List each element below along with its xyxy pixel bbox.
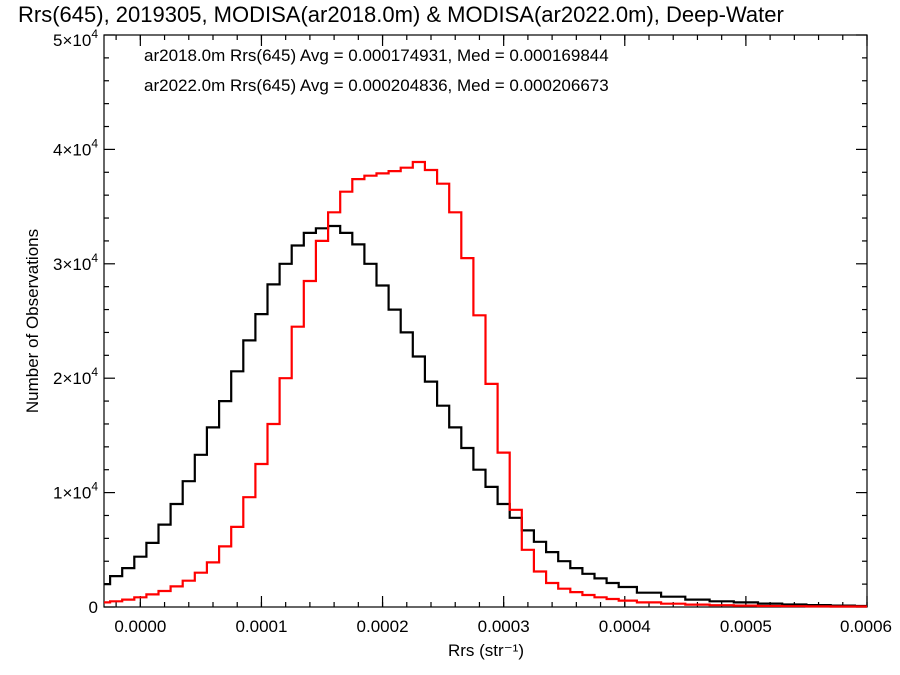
x-axis: 0.0000 0.0001 0.0002 0.0003 0.0004 0.0005 0.00… <box>114 35 892 636</box>
x-tick-label: 0.0006 <box>840 617 892 636</box>
y-tick-label: 2×104 <box>53 365 98 388</box>
x-tick-label: 0.0002 <box>357 617 409 636</box>
series-layer <box>104 160 867 608</box>
y-axis: 0 1×104 2×104 3×104 4×104 5×104 <box>53 27 867 617</box>
legend-entry-ar2018: ar2018.0m Rrs(645) Avg = 0.000174931, Me… <box>144 46 609 65</box>
x-tick-label: 0.0005 <box>720 617 772 636</box>
series-line-ar2022 <box>104 160 867 608</box>
y-tick-label: 1×104 <box>53 480 98 503</box>
plot-frame <box>103 34 868 608</box>
x-tick-label: 0.0000 <box>114 617 166 636</box>
x-tick-label: 0.0004 <box>599 617 651 636</box>
series-line-ar2018 <box>104 224 867 608</box>
chart-title: Rrs(645), 2019305, MODISA(ar2018.0m) & M… <box>18 2 784 27</box>
y-axis-label: Number of Observations <box>23 229 42 413</box>
y-tick-label: 4×104 <box>53 136 98 159</box>
legend-entry-ar2022: ar2022.0m Rrs(645) Avg = 0.000204836, Me… <box>144 76 609 95</box>
x-tick-label: 0.0001 <box>235 617 287 636</box>
y-tick-label: 3×104 <box>53 251 98 274</box>
x-tick-label: 0.0003 <box>478 617 530 636</box>
y-tick-label: 5×104 <box>53 27 98 50</box>
y-tick-label: 0 <box>89 598 98 617</box>
x-axis-label: Rrs (str⁻¹) <box>448 641 524 660</box>
